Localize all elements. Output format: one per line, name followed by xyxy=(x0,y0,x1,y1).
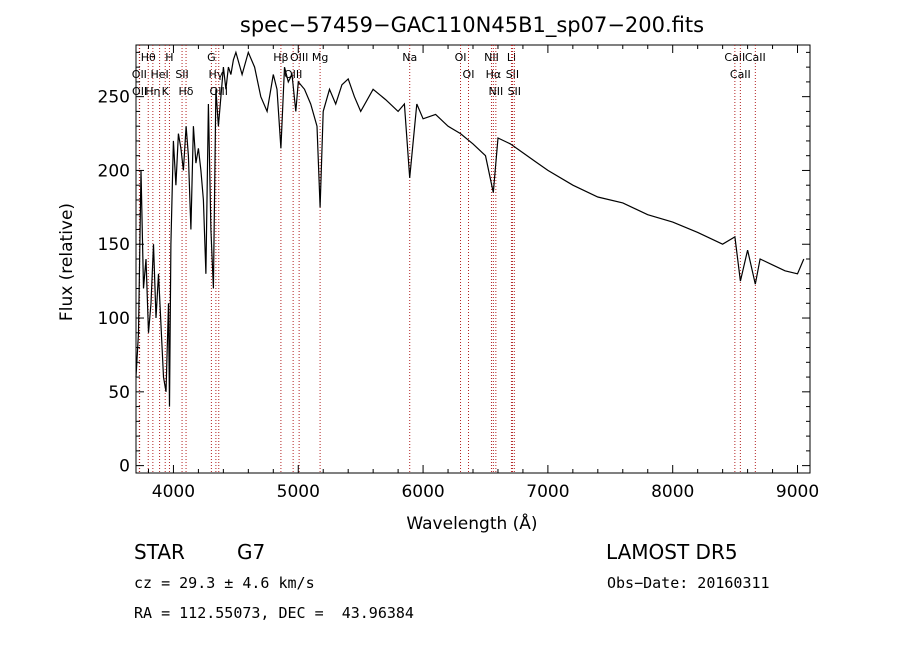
line-label: NII xyxy=(488,85,503,98)
observation-date: Obs−Date: 20160311 xyxy=(607,574,770,592)
line-label: CaII xyxy=(724,51,745,64)
axes-ticks: 4000 5000 6000 7000 8000 9000 0 50 100 150 200 250 xyxy=(98,45,819,502)
line-label: SII xyxy=(175,68,188,81)
line-label: HeI xyxy=(150,68,168,81)
x-tick-label: 8000 xyxy=(651,482,694,502)
y-tick-label: 100 xyxy=(98,309,130,329)
line-label: K xyxy=(162,85,170,98)
line-label: OIII xyxy=(284,68,302,81)
coordinates: RA = 112.55073, DEC = 43.96384 xyxy=(134,604,414,622)
x-tick-label: 7000 xyxy=(526,482,569,502)
line-label: NII xyxy=(484,51,499,64)
line-label: OIII xyxy=(290,51,308,64)
redshift-value: cz = 29.3 ± 4.6 km/s xyxy=(134,574,315,592)
line-label: Li xyxy=(507,51,516,64)
y-tick-label: 0 xyxy=(119,457,130,477)
line-label: Hβ xyxy=(273,51,288,64)
y-tick-label: 250 xyxy=(98,88,130,108)
x-tick-label: 4000 xyxy=(152,482,195,502)
y-axis-label: Flux (relative) xyxy=(57,203,77,321)
line-label: SII xyxy=(508,85,521,98)
line-label: Mg xyxy=(312,51,328,64)
x-tick-label: 5000 xyxy=(277,482,320,502)
line-label: Hδ xyxy=(179,85,194,98)
x-axis-label: Wavelength (Å) xyxy=(406,512,537,534)
line-label: H xyxy=(165,51,173,64)
line-label: CaII xyxy=(730,68,751,81)
y-tick-label: 150 xyxy=(98,235,130,255)
object-subclass: G7 xyxy=(237,540,266,564)
x-tick-label: 9000 xyxy=(776,482,819,502)
line-label: Hθ xyxy=(141,51,156,64)
line-label: Hη xyxy=(145,85,160,98)
chart-title: spec−57459−GAC110N45B1_sp07−200.fits xyxy=(240,13,704,38)
x-tick-label: 6000 xyxy=(401,482,444,502)
object-class: STAR xyxy=(134,540,185,564)
line-label: OII xyxy=(132,85,147,98)
survey-name: LAMOST DR5 xyxy=(606,540,738,564)
line-label: Hα xyxy=(486,68,502,81)
spectrum-series xyxy=(135,50,805,407)
y-tick-label: 200 xyxy=(98,161,130,181)
y-tick-label: 50 xyxy=(108,383,130,403)
line-label: Na xyxy=(402,51,417,64)
line-label: OI xyxy=(463,68,475,81)
line-label: G xyxy=(207,51,216,64)
line-label: SII xyxy=(506,68,519,81)
line-label: OII xyxy=(132,68,147,81)
plot-frame xyxy=(135,44,811,474)
line-label: Hγ xyxy=(208,68,223,81)
line-label: OIII xyxy=(210,85,228,98)
line-label: CaII xyxy=(745,51,766,64)
line-label: OI xyxy=(455,51,467,64)
spectrum-line xyxy=(135,50,805,407)
